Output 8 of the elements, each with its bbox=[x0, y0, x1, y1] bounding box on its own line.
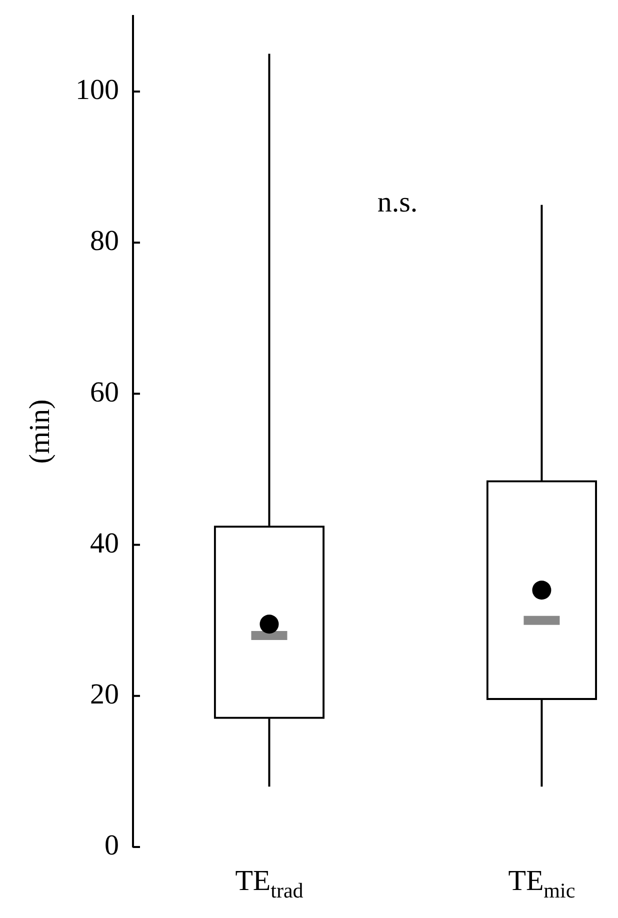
y-tick-label: 40 bbox=[90, 527, 119, 560]
annotation: n.s. bbox=[377, 186, 418, 218]
y-tick-label: 0 bbox=[104, 830, 119, 862]
y-tick-label: 20 bbox=[90, 678, 119, 711]
y-tick-label: 60 bbox=[90, 376, 119, 408]
y-axis-title: (min) bbox=[24, 399, 56, 464]
y-tick-label: 80 bbox=[90, 225, 119, 258]
y-tick-label: 100 bbox=[76, 74, 119, 106]
